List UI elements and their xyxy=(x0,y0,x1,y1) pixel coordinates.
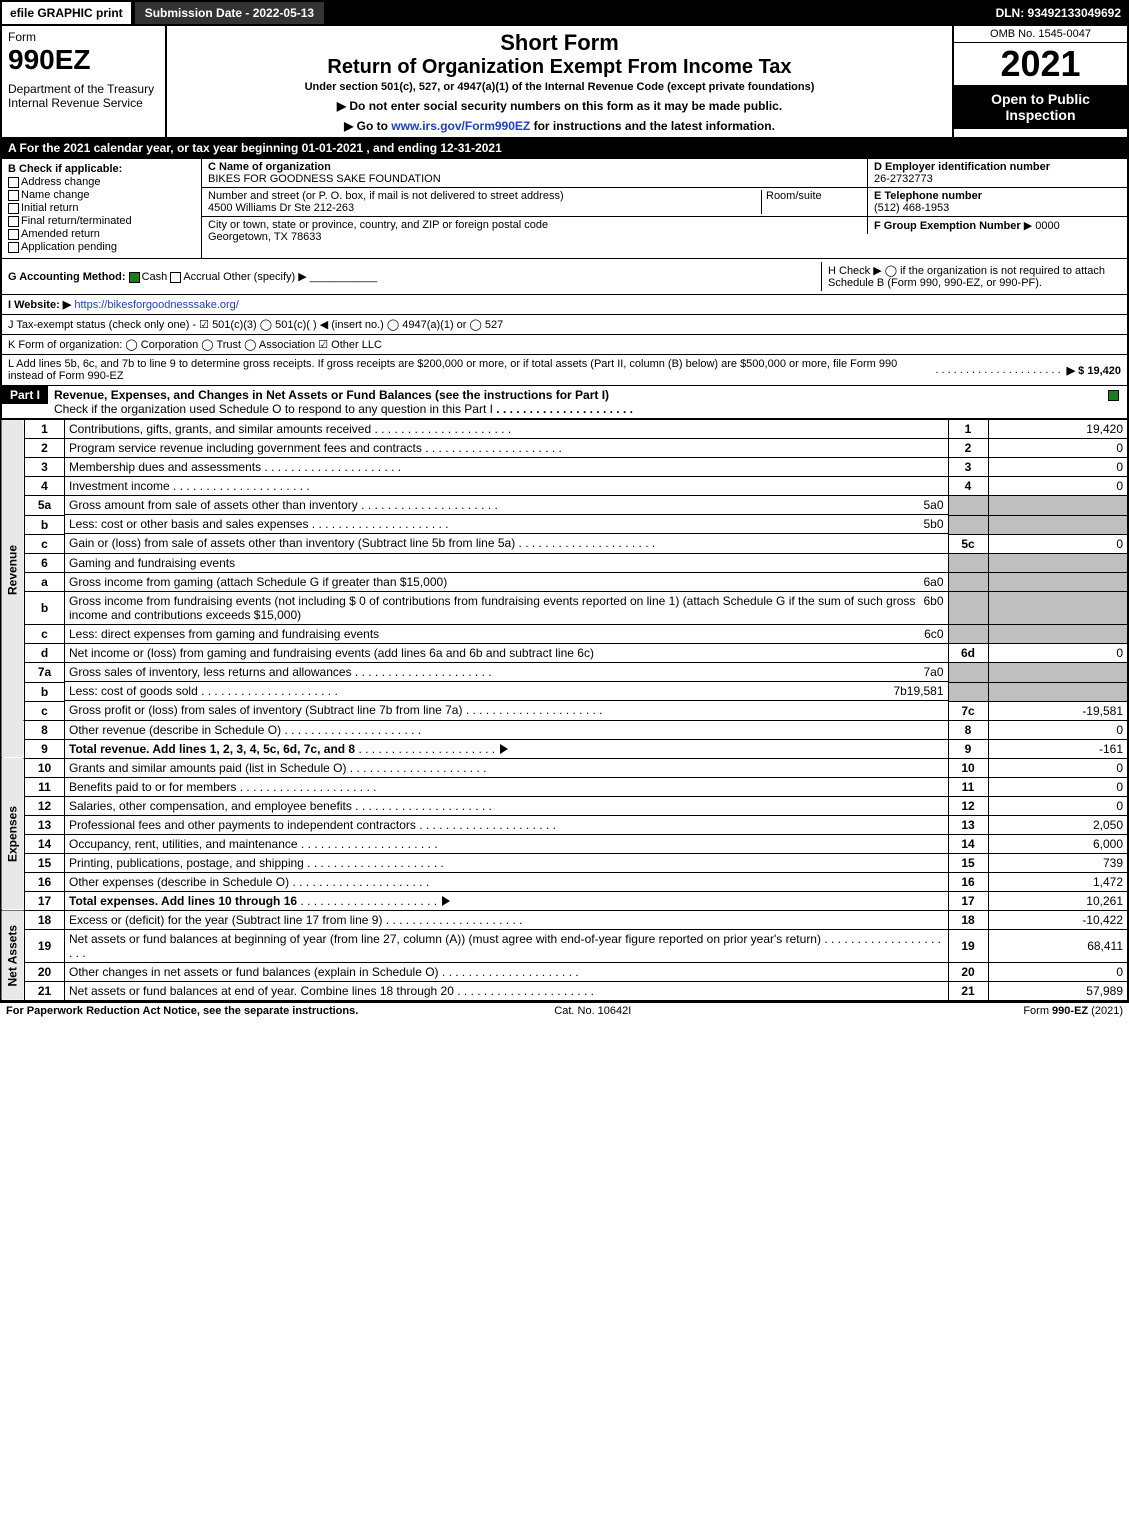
header-center: Short Form Return of Organization Exempt… xyxy=(167,26,952,137)
g-other: Other (specify) ▶ xyxy=(223,271,307,283)
section-b: B Check if applicable: Address change Na… xyxy=(2,159,202,258)
ein: 26-2732773 xyxy=(874,173,933,185)
part1-title: Revenue, Expenses, and Changes in Net As… xyxy=(54,388,609,402)
line-g-h: G Accounting Method: Cash Accrual Other … xyxy=(0,258,1129,295)
chk-cash[interactable] xyxy=(129,272,140,283)
dept-label: Department of the Treasury xyxy=(8,82,159,96)
header-right: OMB No. 1545-0047 2021 Open to Public In… xyxy=(952,26,1127,137)
part1-header: Part I Revenue, Expenses, and Changes in… xyxy=(0,386,1129,420)
efile-label: efile GRAPHIC print xyxy=(0,0,133,26)
chk-amended[interactable]: Amended return xyxy=(8,228,195,240)
under-section: Under section 501(c), 527, or 4947(a)(1)… xyxy=(171,81,948,93)
b-title: B Check if applicable: xyxy=(8,163,195,175)
side-revenue: Revenue xyxy=(1,420,25,720)
d-label: D Employer identification number xyxy=(874,161,1050,173)
chk-accrual[interactable] xyxy=(170,272,181,283)
chk-initial[interactable]: Initial return xyxy=(8,202,195,214)
website-link[interactable]: https://bikesforgoodnesssake.org/ xyxy=(74,299,238,311)
chk-schedule-o[interactable] xyxy=(1108,390,1119,401)
city: Georgetown, TX 78633 xyxy=(208,231,322,243)
e-label: E Telephone number xyxy=(874,190,982,202)
part1-label: Part I xyxy=(2,386,48,404)
city-label: City or town, state or province, country… xyxy=(208,219,548,231)
dln: DLN: 93492133049692 xyxy=(988,2,1129,24)
line-k: K Form of organization: ◯ Corporation ◯ … xyxy=(0,335,1129,355)
l-amount: ▶ $ 19,420 xyxy=(1067,364,1121,377)
i-label: I Website: ▶ xyxy=(8,299,71,311)
telephone: (512) 468-1953 xyxy=(874,202,949,214)
side-netassets: Net Assets xyxy=(1,910,25,1001)
side-expenses: Expenses xyxy=(1,758,25,910)
page-footer: For Paperwork Reduction Act Notice, see … xyxy=(0,1002,1129,1019)
bcd-block: B Check if applicable: Address change Na… xyxy=(0,159,1129,258)
street: 4500 Williams Dr Ste 212-263 xyxy=(208,202,354,214)
chk-address[interactable]: Address change xyxy=(8,176,195,188)
line-j: J Tax-exempt status (check only one) - ☑… xyxy=(0,315,1129,335)
form-word: Form xyxy=(8,30,159,44)
submission-date: Submission Date - 2022-05-13 xyxy=(133,0,326,26)
top-bar: efile GRAPHIC print Submission Date - 20… xyxy=(0,0,1129,26)
chk-name[interactable]: Name change xyxy=(8,189,195,201)
street-label: Number and street (or P. O. box, if mail… xyxy=(208,190,564,202)
chk-pending[interactable]: Application pending xyxy=(8,241,195,253)
title-short: Short Form xyxy=(171,30,948,56)
line-a: A For the 2021 calendar year, or tax yea… xyxy=(0,139,1129,159)
form-number: 990EZ xyxy=(8,44,159,76)
group-number: ▶ 0000 xyxy=(1024,220,1060,232)
line-i: I Website: ▶ https://bikesforgoodnesssak… xyxy=(0,295,1129,315)
form-header: Form 990EZ Department of the Treasury In… xyxy=(0,26,1129,139)
omb-number: OMB No. 1545-0047 xyxy=(954,26,1127,43)
arrow-icon xyxy=(500,744,508,754)
section-c: C Name of organization BIKES FOR GOODNES… xyxy=(202,159,867,258)
chk-final[interactable]: Final return/terminated xyxy=(8,215,195,227)
footer-right: Form 990-EZ (2021) xyxy=(1023,1005,1123,1017)
tax-year: 2021 xyxy=(954,43,1127,85)
footer-left: For Paperwork Reduction Act Notice, see … xyxy=(6,1005,358,1017)
l-text: L Add lines 5b, 6c, and 7b to line 9 to … xyxy=(8,358,929,382)
g-label: G Accounting Method: xyxy=(8,271,126,283)
irs-label: Internal Revenue Service xyxy=(8,96,159,110)
header-left: Form 990EZ Department of the Treasury In… xyxy=(2,26,167,137)
f-label: F Group Exemption Number xyxy=(874,220,1021,232)
section-h: H Check ▶ ◯ if the organization is not r… xyxy=(821,262,1121,291)
section-d: D Employer identification number 26-2732… xyxy=(867,159,1127,258)
part1-sub: Check if the organization used Schedule … xyxy=(54,402,493,416)
goto-note: ▶ Go to www.irs.gov/Form990EZ for instru… xyxy=(171,119,948,133)
ssn-note: ▶ Do not enter social security numbers o… xyxy=(171,99,948,113)
footer-mid: Cat. No. 10642I xyxy=(554,1005,631,1017)
open-inspection: Open to Public Inspection xyxy=(954,85,1127,129)
org-name: BIKES FOR GOODNESS SAKE FOUNDATION xyxy=(208,173,441,185)
room-suite: Room/suite xyxy=(761,190,861,214)
c-label: C Name of organization xyxy=(208,161,331,173)
part1-table: Revenue 1Contributions, gifts, grants, a… xyxy=(0,420,1129,1002)
line-l: L Add lines 5b, 6c, and 7b to line 9 to … xyxy=(0,355,1129,386)
arrow-icon xyxy=(442,896,450,906)
irs-link[interactable]: www.irs.gov/Form990EZ xyxy=(391,119,530,133)
title-return: Return of Organization Exempt From Incom… xyxy=(171,56,948,79)
